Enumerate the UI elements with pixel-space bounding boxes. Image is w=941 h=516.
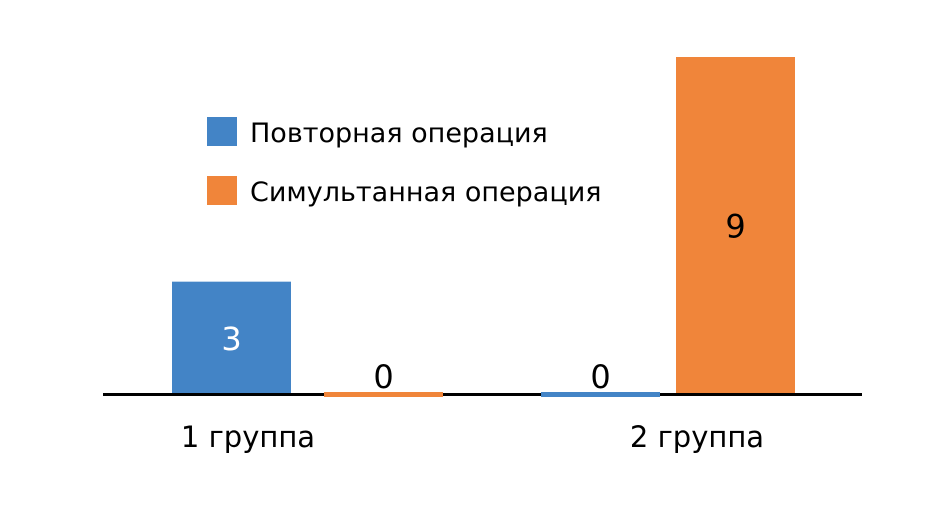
legend-swatch (207, 117, 237, 146)
bar-zero (541, 392, 660, 397)
bar (676, 57, 795, 394)
data-label: 0 (373, 358, 393, 396)
bar-zero (324, 392, 443, 397)
legend-label: Симультанная операция (250, 177, 602, 208)
category-label: 2 группа (630, 420, 764, 454)
category-label: 1 группа (181, 420, 315, 454)
legend-label: Повторная операция (250, 118, 548, 149)
data-label: 3 (221, 320, 241, 358)
data-label: 9 (725, 208, 745, 246)
data-label: 0 (590, 358, 610, 396)
legend-swatch (207, 176, 237, 205)
bar (172, 281, 291, 394)
